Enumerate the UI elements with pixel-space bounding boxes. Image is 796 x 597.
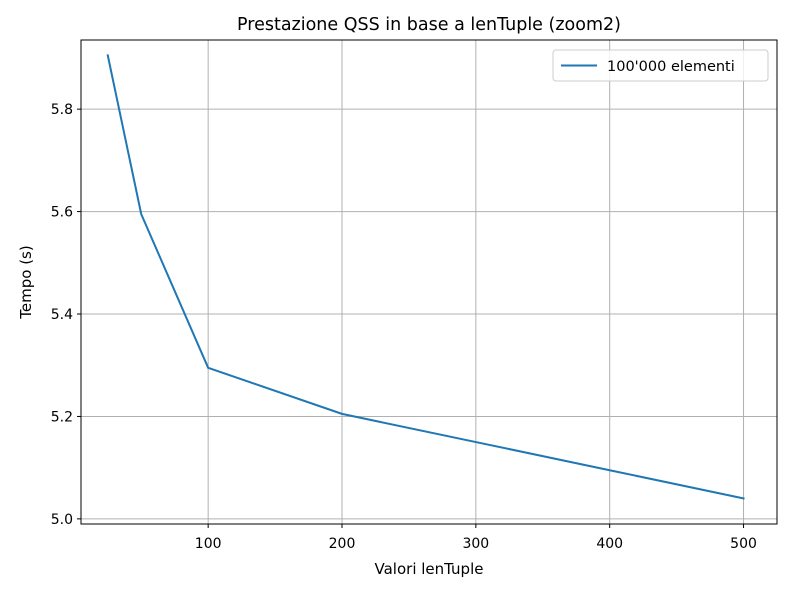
y-tick-label: 5.4 [51,307,73,323]
plot-area-background [81,40,777,524]
x-tick-label: 100 [195,536,222,552]
y-axis-ticks: 5.0 5.2 5.4 5.6 5.8 [51,102,81,528]
y-axis-label: Tempo (s) [17,245,35,319]
y-tick-label: 5.2 [51,409,73,425]
y-tick-label: 5.0 [51,512,73,528]
series-lines [106,54,745,500]
legend-entry-label: 100'000 elementi [607,59,735,75]
plot-frame [80,39,778,525]
legend: 100'000 elementi [552,49,769,82]
x-axis-ticks: 100 200 300 400 500 [195,524,757,552]
y-tick-label: 5.6 [51,205,73,221]
x-tick-label: 300 [462,536,489,552]
x-tick-label: 500 [730,536,757,552]
chart-title: Prestazione QSS in base a lenTuple (zoom… [237,15,621,35]
grid-lines [81,40,777,524]
x-axis-label: Valori lenTuple [375,560,484,578]
series-line [106,54,745,500]
legend-box [552,49,769,82]
x-tick-label: 200 [329,536,356,552]
y-tick-label: 5.8 [51,102,73,118]
x-tick-label: 400 [596,536,623,552]
